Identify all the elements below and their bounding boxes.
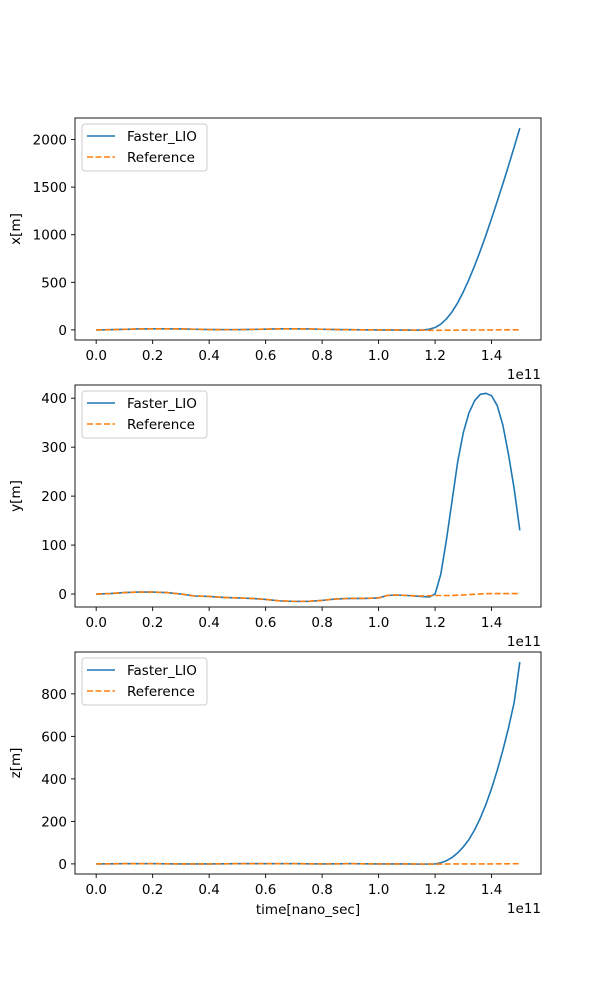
x-tick-label: 1.0	[368, 882, 389, 898]
legend-label: Reference	[127, 417, 195, 433]
legend-label: Faster_LIO	[127, 396, 197, 412]
y-tick-label: 1000	[33, 228, 67, 244]
y-axis-label: z[m]	[8, 748, 24, 779]
x-offset-label: 1e11	[507, 901, 541, 917]
axes-frame	[74, 651, 542, 875]
x-tick-label: 0.2	[142, 348, 163, 364]
x-tick-label: 1.4	[481, 348, 502, 364]
x-tick-label: 1.0	[368, 348, 389, 364]
y-tick-label: 0	[58, 323, 67, 339]
x-tick-label: 0.8	[311, 348, 332, 364]
x-tick-label: 1.2	[424, 882, 445, 898]
y-tick-label: 200	[41, 489, 67, 505]
x-tick-label: 1.4	[481, 882, 502, 898]
y-tick-label: 2000	[33, 133, 67, 149]
y-axis-label: x[m]	[8, 213, 24, 245]
x-tick-label: 0.0	[85, 348, 106, 364]
x-tick-label: 0.6	[255, 882, 276, 898]
y-tick-label: 1500	[33, 180, 67, 196]
y-tick-label: 100	[41, 538, 67, 554]
subplot-2: 0.0 0.2 0.4 0.6 0.8 1.0 1.2 1.4 0 100 200 300 400 1e1…	[8, 384, 542, 650]
x-tick-label: 1.2	[424, 348, 445, 364]
legend-label: Reference	[127, 150, 195, 166]
legend: Faster_LIO Reference	[81, 390, 208, 439]
x-tick-label: 0.2	[142, 615, 163, 631]
subplot-1: 0.0 0.2 0.4 0.6 0.8 1.0 1.2 1.4 0 500 1000 1500 2000…	[8, 117, 542, 383]
y-axis-label: y[m]	[8, 480, 24, 512]
x-tick-label: 1.0	[368, 615, 389, 631]
y-tick-label: 400	[41, 391, 67, 407]
x-tick-label: 0.0	[85, 882, 106, 898]
y-tick-label: 300	[41, 440, 67, 456]
series-line-reference	[96, 327, 520, 332]
y-tick-label: 500	[41, 275, 67, 291]
y-tick-label: 800	[41, 687, 67, 703]
x-tick-label: 0.2	[142, 882, 163, 898]
legend: Faster_LIO Reference	[81, 123, 208, 172]
subplot-3: 0.0 0.2 0.4 0.6 0.8 1.0 1.2 1.4 0 200 400 600 800 1e1…	[8, 651, 542, 918]
x-tick-label: 1.2	[424, 615, 445, 631]
x-axis-label: time[nano_sec]	[256, 902, 360, 918]
y-tick-label: 200	[41, 814, 67, 830]
x-tick-label: 0.0	[85, 615, 106, 631]
x-tick-label: 0.8	[311, 882, 332, 898]
y-tick-label: 400	[41, 772, 67, 788]
x-tick-label: 0.4	[198, 615, 219, 631]
y-tick-label: 0	[58, 857, 67, 873]
x-tick-label: 0.4	[198, 348, 219, 364]
legend: Faster_LIO Reference	[81, 657, 208, 706]
x-tick-label: 0.6	[255, 348, 276, 364]
legend-label: Faster_LIO	[127, 663, 197, 679]
legend-label: Faster_LIO	[127, 129, 197, 145]
y-tick-label: 600	[41, 729, 67, 745]
x-tick-label: 1.4	[481, 615, 502, 631]
series-line-reference	[96, 591, 520, 603]
x-offset-label: 1e11	[507, 367, 541, 383]
x-tick-label: 0.8	[311, 615, 332, 631]
x-offset-label: 1e11	[507, 634, 541, 650]
legend-label: Reference	[127, 684, 195, 700]
y-tick-label: 0	[58, 587, 67, 603]
x-tick-label: 0.6	[255, 615, 276, 631]
x-tick-label: 0.4	[198, 882, 219, 898]
axes-frame	[74, 117, 542, 341]
